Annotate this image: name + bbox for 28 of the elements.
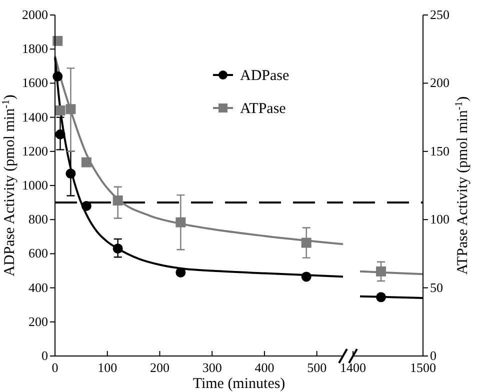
y2-tick-label: 100 [430,212,450,227]
x-tick-label: 400 [254,360,274,375]
y-tick-label: 1400 [22,109,48,124]
y-tick-label: 1000 [22,178,48,192]
legend-label: ADPase [240,68,290,84]
y-tick-label: 200 [28,314,48,329]
x-tick-label: 500 [307,360,327,375]
x-tick-label: 300 [202,360,222,375]
y-tick-label: 1200 [22,143,48,158]
x-tick-label: 200 [150,360,170,375]
y2-tick-label: 250 [430,7,450,22]
y2-tick-label: 200 [430,75,450,90]
x-axis-title: Time (minutes) [192,376,286,392]
x-tick-label: 1500 [410,360,436,375]
x-tick-label: 1400 [340,360,366,375]
y-tick-label: 2000 [22,7,48,22]
y-tick-label: 0 [42,348,48,363]
legend-label: ATPase [240,101,286,117]
y2-tick-label: 150 [430,143,450,158]
y-tick-label: 400 [28,280,48,295]
y-tick-label: 1600 [22,75,48,90]
y2-tick-label: 50 [430,280,443,295]
x-tick-label: 100 [98,360,118,375]
x-tick-label: 0 [52,360,58,375]
y-tick-label: 600 [28,246,48,261]
y-tick-label: 800 [28,212,48,227]
y-tick-label: 1800 [22,41,48,56]
y2-tick-label: 0 [430,348,436,363]
